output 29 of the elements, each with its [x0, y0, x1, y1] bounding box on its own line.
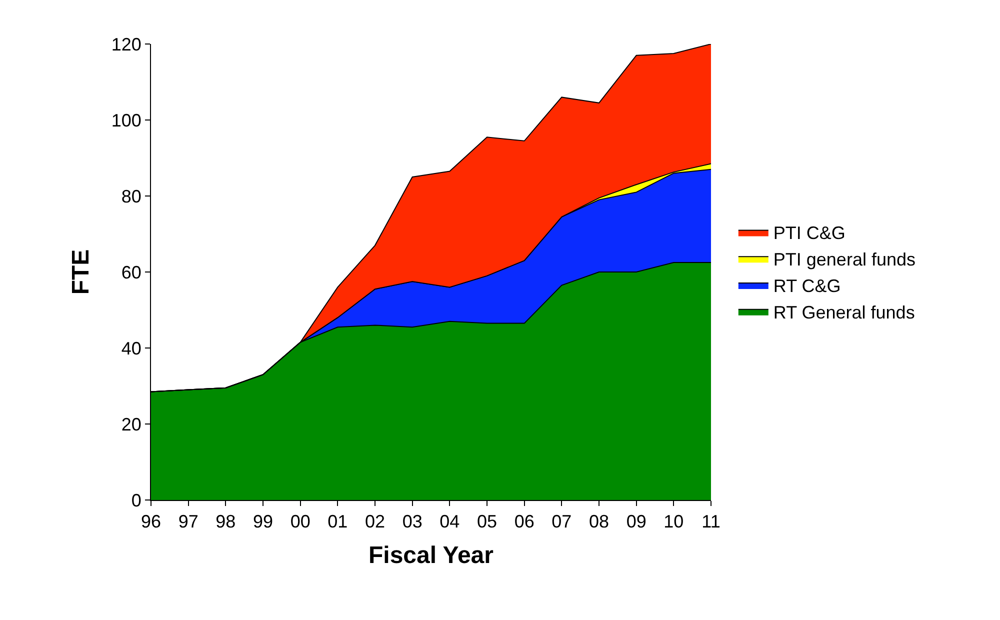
- x-tick-label: 10: [664, 512, 684, 532]
- y-axis-title: FTE: [67, 249, 94, 295]
- y-tick-label: 20: [121, 414, 142, 434]
- x-tick-label: 09: [626, 512, 646, 532]
- y-tick-label: 0: [131, 490, 142, 510]
- x-axis-title: Fiscal Year: [368, 542, 494, 569]
- x-tick-label: 06: [514, 512, 534, 532]
- x-tick-label: 98: [216, 512, 236, 532]
- legend-label: PTI C&G: [773, 223, 846, 244]
- x-tick-label: 03: [402, 512, 422, 532]
- y-tick-label: 40: [121, 338, 142, 358]
- x-tick-label: 97: [178, 512, 198, 532]
- legend-label: PTI general funds: [773, 250, 916, 270]
- legend-label: RT C&G: [773, 276, 841, 296]
- x-tick-label: 04: [440, 512, 460, 532]
- x-tick-label: 99: [252, 512, 274, 532]
- y-tick-label: 120: [111, 34, 142, 54]
- x-tick-label: 96: [140, 512, 162, 532]
- x-tick-label: 01: [328, 512, 348, 532]
- x-tick-label: 11: [702, 512, 720, 532]
- y-tick-label: 100: [111, 110, 142, 130]
- y-tick-label: 60: [121, 262, 142, 282]
- y-tick-label: 80: [121, 186, 142, 206]
- x-tick-label: 07: [552, 512, 572, 532]
- x-tick-label: 08: [588, 512, 610, 532]
- x-tick-label: 05: [476, 512, 498, 532]
- x-tick-label: 02: [364, 512, 386, 532]
- legend-label: RT General funds: [773, 302, 915, 322]
- x-tick-label: 00: [290, 512, 310, 532]
